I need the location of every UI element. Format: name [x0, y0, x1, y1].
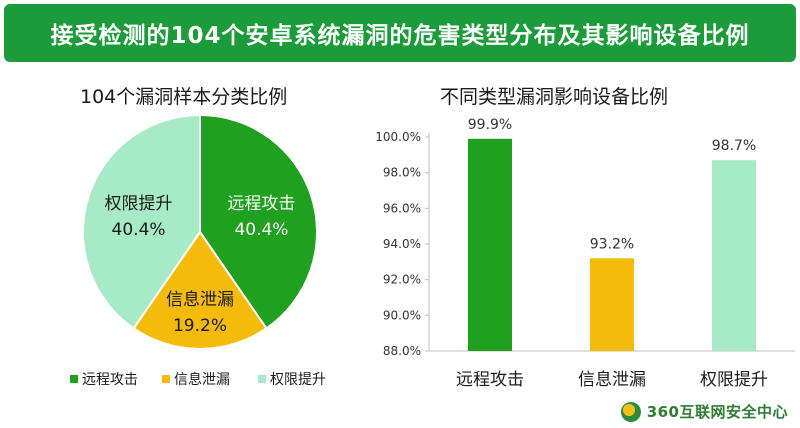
pie-category-label-info-leak: 信息泄漏	[166, 290, 234, 310]
banner: 接受检测的104个安卓系统漏洞的危害类型分布及其影响设备比例	[4, 4, 796, 62]
bar-value-label-privilege-escalation: 98.7%	[712, 138, 756, 154]
pie-slice-remote-attack	[199, 113, 318, 330]
y-tick-label: 94.0%	[383, 237, 421, 251]
bar-privilege-escalation	[712, 160, 756, 351]
banner-title: 接受检测的104个安卓系统漏洞的危害类型分布及其影响设备比例	[50, 23, 750, 49]
pie-value-label-privilege-escalation: 40.4%	[112, 220, 166, 240]
bar-value-label-info-leak: 93.2%	[590, 236, 634, 252]
y-tick-label: 88.0%	[383, 344, 421, 358]
x-tick-label-remote-attack: 远程攻击	[456, 370, 524, 390]
bar-value-label-remote-attack: 99.9%	[468, 117, 512, 133]
y-tick-label: 90.0%	[383, 308, 421, 322]
x-tick-label-privilege-escalation: 权限提升	[700, 370, 768, 390]
legend-label-info-leak: 信息泄漏	[174, 371, 230, 388]
pie-slice-privilege-escalation	[82, 113, 201, 330]
pie-value-label-remote-attack: 40.4%	[234, 220, 288, 240]
legend-swatch-info-leak	[162, 375, 170, 383]
pie-value-label-info-leak: 19.2%	[173, 316, 227, 336]
legend-label-remote-attack: 远程攻击	[82, 372, 138, 388]
bar-info-leak	[590, 258, 634, 351]
x-tick-label-info-leak: 信息泄漏	[578, 370, 646, 390]
legend-swatch-privilege-escalation	[258, 375, 266, 383]
bar-remote-attack	[468, 138, 512, 351]
y-tick-label: 96.0%	[383, 201, 421, 215]
y-tick-label: 98.0%	[383, 166, 421, 180]
y-tick-label: 92.0%	[383, 273, 421, 287]
legend-swatch-remote-attack	[70, 375, 78, 383]
legend-label-privilege-escalation: 权限提升	[270, 372, 326, 388]
pie-category-label-remote-attack: 远程攻击	[227, 194, 295, 214]
bar-chart-title: 不同类型漏洞影响设备比例	[440, 86, 669, 108]
y-tick-label: 100.0%	[375, 130, 421, 144]
brand-logo: 360互联网安全中心	[620, 401, 788, 422]
brand-logo-icon	[620, 401, 641, 422]
pie-category-label-privilege-escalation: 权限提升	[105, 194, 173, 214]
brand-name: 360互联网安全中心	[646, 403, 788, 421]
pie-slice-info-leak	[132, 230, 268, 350]
bar-chart: 88.0% 90.0% 92.0% 94.0% 96.0% 98.0% 100.0% 99.9…	[375, 117, 795, 390]
pie-chart-title: 104个漏洞样本分类比例	[80, 86, 288, 108]
